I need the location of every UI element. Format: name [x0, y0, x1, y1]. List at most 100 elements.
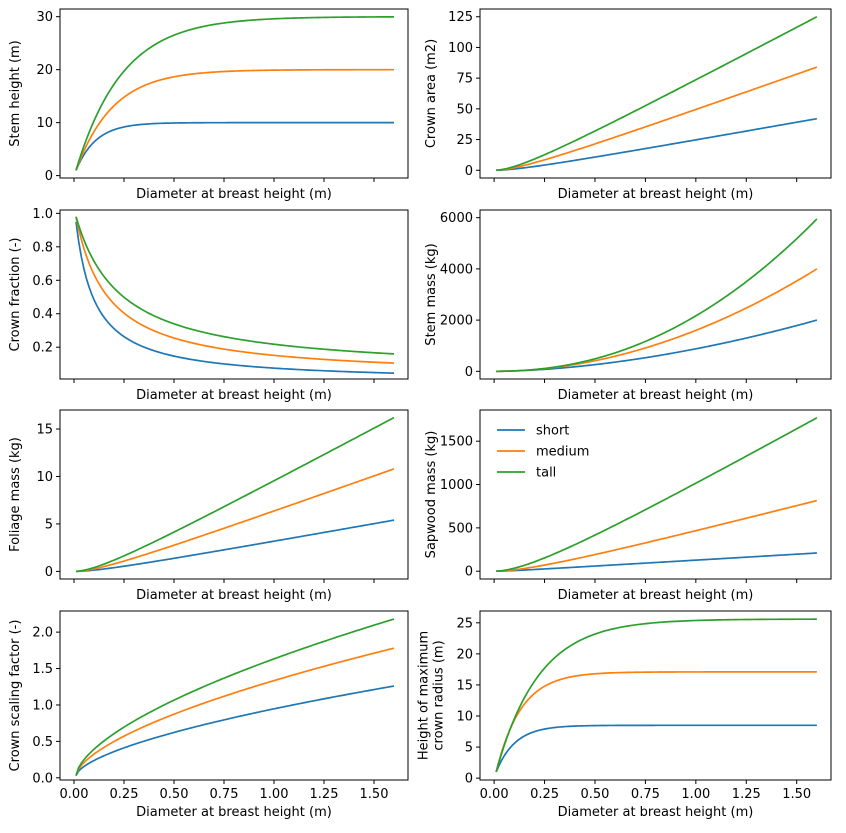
series-line-tall: [496, 417, 818, 573]
y-axis-label: Stem mass (kg): [424, 243, 439, 345]
y-axis-label: Stem height (m): [8, 40, 23, 147]
series-line-medium: [495, 671, 817, 773]
y-tick-label: 0: [465, 365, 473, 380]
y-tick-label: 15: [456, 678, 473, 693]
axes-frame: [59, 610, 409, 781]
legend-label-medium: medium: [536, 445, 589, 460]
axes-frame: [479, 409, 832, 580]
y-axis-label: Crown area (m2): [424, 39, 439, 148]
series-line-tall: [496, 15, 818, 172]
axes-frame: [479, 8, 832, 179]
x-axis-label: Diameter at breast height (m): [558, 388, 754, 403]
x-tick-label: 1.00: [260, 787, 289, 802]
y-tick-label: 0: [465, 164, 473, 179]
series-line-short: [496, 319, 818, 373]
y-tick-label: 0.4: [32, 307, 53, 322]
series-line-short: [495, 724, 817, 773]
y-axis-label: Sapwood mass (kg): [424, 431, 439, 559]
series-line-tall: [75, 416, 395, 573]
x-tick-label: 1.50: [782, 787, 811, 802]
x-axis-label: Diameter at breast height (m): [136, 805, 332, 820]
x-tick-label: 1.25: [310, 787, 339, 802]
y-tick-label: 50: [456, 102, 473, 117]
y-tick-label: 0.5: [32, 735, 53, 750]
series-line-medium: [496, 66, 818, 172]
y-tick-label: 1000: [440, 478, 473, 493]
y-tick-label: 1.5: [32, 662, 53, 677]
y-tick-label: 0: [45, 169, 53, 184]
y-tick-label: 100: [448, 41, 473, 56]
legend-label-tall: tall: [536, 466, 556, 481]
legend-label-short: short: [536, 424, 569, 439]
y-tick-label: 2000: [440, 314, 473, 329]
y-tick-label: 5: [465, 741, 473, 756]
y-axis-label: Foliage mass (kg): [8, 437, 23, 552]
y-tick-label: 0.2: [32, 341, 53, 356]
axes-frame: [479, 209, 832, 380]
series-line-tall: [75, 618, 395, 776]
series-line-tall: [75, 216, 395, 355]
series-line-short: [496, 552, 817, 573]
y-tick-label: 0: [45, 565, 53, 580]
x-tick-label: 0.75: [210, 787, 239, 802]
y-axis-label: crown radius (m): [432, 640, 447, 750]
series-line-short: [75, 121, 394, 171]
panel-2: 0 25 50 75 100 125 Diameter at breast height (…: [424, 8, 832, 202]
y-tick-label: 20: [36, 63, 53, 78]
series-line-tall: [495, 618, 817, 773]
series-line-medium: [75, 647, 395, 776]
x-tick-label: 0.50: [160, 787, 189, 802]
x-tick-label: 1.50: [360, 787, 389, 802]
panel-7: 0.00 0.25 0.50 0.75 1.00 1.25 1.50 0.0 0.5 1.0 1.5…: [8, 610, 409, 820]
x-tick-label: 0.00: [60, 787, 89, 802]
x-tick-label: 0.25: [110, 787, 139, 802]
axes-frame: [479, 610, 832, 781]
series-line-tall: [75, 15, 395, 171]
y-tick-label: 2.0: [32, 626, 53, 641]
x-axis-label: Diameter at breast height (m): [558, 805, 754, 820]
y-tick-label: 0: [465, 565, 473, 580]
axes-frame: [59, 209, 409, 380]
panel-4: 0 2000 4000 6000 Diameter at breast height (…: [424, 209, 832, 403]
x-tick-label: 1.00: [681, 787, 710, 802]
y-tick-label: 20: [456, 647, 473, 662]
series-line-medium: [75, 468, 395, 573]
series-line-medium: [75, 68, 394, 171]
y-axis-label: Crown fraction (-): [8, 238, 23, 352]
panel-5: 0 5 10 15 Diameter at breast height (m) Folia…: [8, 409, 409, 603]
panel-6: 0 500 1000 1500 Diameter at breast height (m…: [424, 409, 832, 603]
y-tick-label: 25: [456, 616, 473, 631]
series-line-medium: [75, 216, 395, 364]
y-tick-label: 1500: [440, 435, 473, 450]
legend: short medium tall: [497, 424, 589, 481]
x-tick-label: 0.25: [530, 787, 559, 802]
panel-8: 0.00 0.25 0.50 0.75 1.00 1.25 1.50 0 5 10 15 20 25 Di…: [417, 610, 832, 820]
y-tick-label: 10: [456, 710, 473, 725]
y-tick-label: 10: [36, 116, 53, 131]
y-tick-label: 1.0: [32, 207, 53, 222]
y-tick-label: 25: [456, 133, 473, 148]
y-axis-label: Height of maximum: [417, 631, 432, 760]
y-tick-label: 75: [456, 72, 473, 87]
y-tick-label: 5: [45, 517, 53, 532]
y-tick-label: 0.8: [32, 240, 53, 255]
y-tick-label: 0.6: [32, 274, 53, 289]
y-tick-label: 30: [36, 10, 53, 25]
axes-frame: [59, 8, 409, 179]
y-tick-label: 0: [465, 772, 473, 787]
y-tick-label: 10: [36, 470, 53, 485]
y-tick-label: 15: [36, 422, 53, 437]
panel-3: 0.2 0.4 0.6 0.8 1.0 Diameter at breast height…: [8, 207, 409, 403]
y-tick-label: 0.0: [32, 771, 53, 786]
series-line-medium: [496, 499, 818, 573]
x-axis-label: Diameter at breast height (m): [136, 187, 332, 202]
y-tick-label: 4000: [440, 262, 473, 277]
x-axis-label: Diameter at breast height (m): [558, 588, 754, 603]
series-line-tall: [496, 218, 818, 373]
y-tick-label: 1.0: [32, 698, 53, 713]
series-line-short: [75, 519, 395, 573]
x-axis-label: Diameter at breast height (m): [136, 588, 332, 603]
y-tick-label: 500: [448, 521, 473, 536]
x-tick-label: 0.75: [631, 787, 660, 802]
